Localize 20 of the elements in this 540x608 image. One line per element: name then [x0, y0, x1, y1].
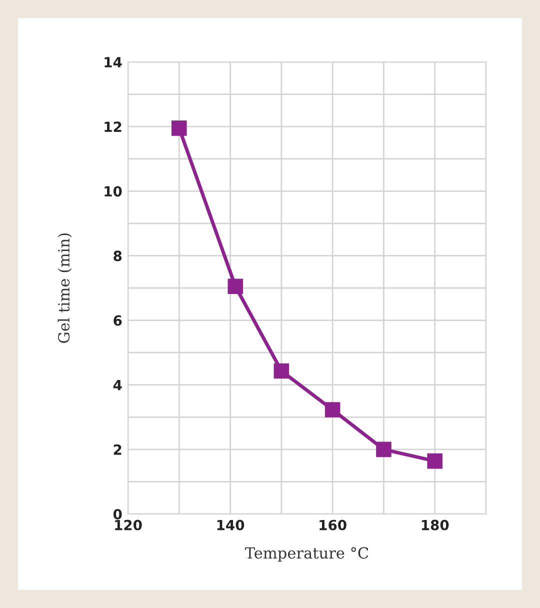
x-tick-label: 180: [422, 520, 449, 530]
x-tick-label: 160: [320, 520, 346, 530]
point: [274, 363, 290, 379]
y-tick-label: 10: [104, 186, 122, 197]
point: [427, 453, 442, 469]
point: [228, 278, 244, 294]
y-tick-label: 8: [114, 250, 122, 262]
point: [324, 402, 340, 418]
y-tick-label: 2: [114, 444, 122, 455]
x-axis-title: Temperature °C: [245, 547, 368, 562]
y-tick-label: 6: [114, 315, 122, 326]
point: [376, 442, 392, 458]
y-axis-title: Gel time (min): [58, 233, 72, 343]
y-tick-label: 14: [104, 57, 122, 68]
x-tick-label: 120: [115, 520, 142, 530]
y-tick-label: 4: [113, 380, 122, 390]
y-tick-label: 0: [113, 508, 122, 520]
point: [172, 120, 187, 136]
x-tick-label: 140: [217, 520, 244, 530]
y-tick-label: 12: [104, 122, 122, 132]
